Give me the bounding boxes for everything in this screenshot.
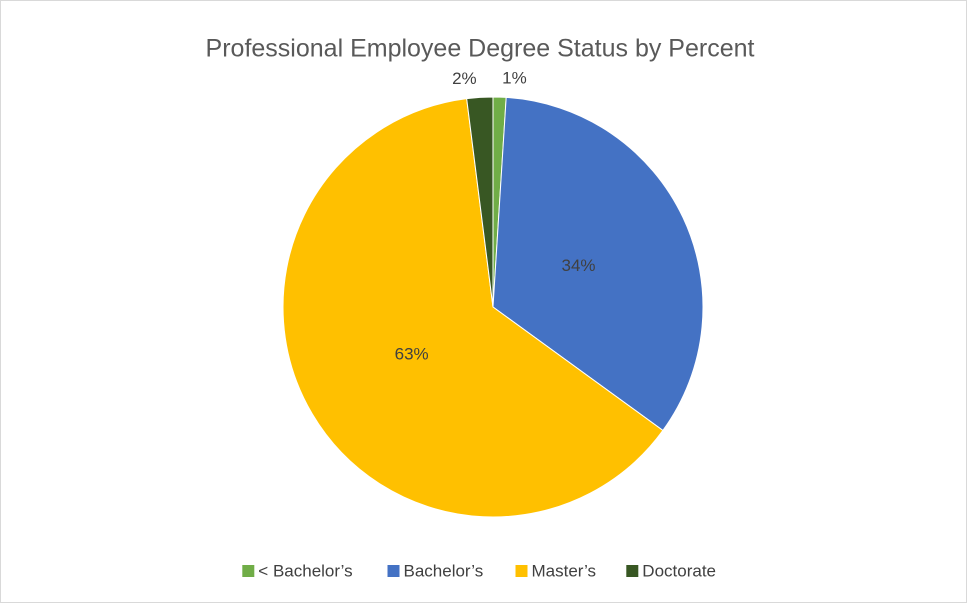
legend-swatch <box>515 565 528 577</box>
pie-slice <box>492 96 704 432</box>
legend-swatch <box>387 565 400 577</box>
pie-slice <box>282 98 664 518</box>
data-label: 34% <box>561 256 595 275</box>
data-label: 63% <box>395 345 429 364</box>
pie-slice <box>466 96 494 308</box>
chart-title: Professional Employee Degree Status by P… <box>206 35 755 63</box>
legend-swatch <box>242 565 255 577</box>
data-label: 2% <box>452 69 477 88</box>
legend-label: Bachelor’s <box>404 561 484 580</box>
legend-swatch <box>626 565 639 577</box>
legend-label: Master’s <box>532 561 597 580</box>
legend-label: Doctorate <box>642 561 716 580</box>
data-label: 1% <box>502 69 527 88</box>
legend-label: < Bachelor’s <box>258 561 352 580</box>
